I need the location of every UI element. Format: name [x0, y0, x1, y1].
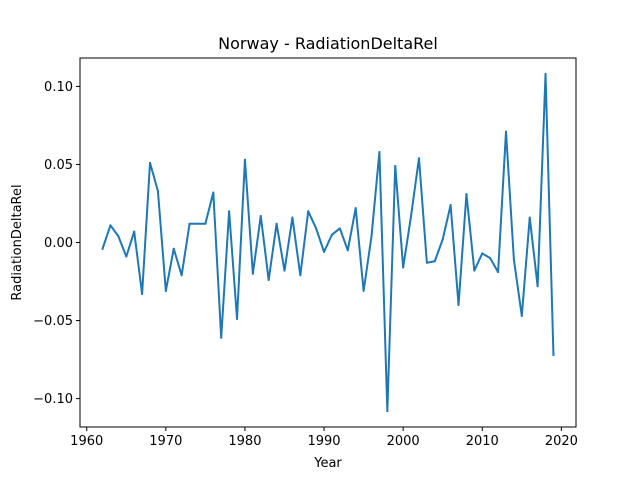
- data-point: [489, 257, 492, 260]
- data-point: [338, 227, 341, 230]
- data-point: [125, 255, 128, 258]
- y-tick-label: −0.10: [33, 392, 73, 407]
- x-tick-label: 2000: [387, 434, 420, 449]
- data-point: [283, 269, 286, 272]
- data-points: [101, 72, 555, 413]
- data-point: [149, 161, 152, 164]
- data-point: [520, 314, 523, 317]
- data-point: [497, 271, 500, 274]
- data-point: [291, 216, 294, 219]
- data-point: [109, 224, 112, 227]
- data-point: [267, 278, 270, 281]
- data-point: [433, 260, 436, 263]
- data-point: [481, 252, 484, 255]
- data-point: [172, 247, 175, 250]
- y-tick-label: 0.05: [44, 158, 73, 173]
- x-tick-label: 1990: [307, 434, 340, 449]
- data-point: [220, 336, 223, 339]
- data-point: [536, 285, 539, 288]
- y-tick-label: −0.05: [33, 314, 73, 329]
- data-point: [101, 247, 104, 250]
- data-point: [141, 293, 144, 296]
- y-tick-label: 0.00: [44, 236, 73, 251]
- data-point: [465, 193, 468, 196]
- axes-frame: [79, 57, 577, 428]
- data-point: [212, 191, 215, 194]
- data-point: [228, 210, 231, 213]
- data-point: [449, 204, 452, 207]
- data-point: [528, 216, 531, 219]
- data-point: [133, 230, 136, 233]
- data-point: [259, 214, 262, 217]
- x-tick-label: 1960: [70, 434, 103, 449]
- x-tick-label: 1980: [228, 434, 261, 449]
- x-axis-ticks: 1960 1970 1980 1990 2000 2010 2020: [70, 427, 578, 449]
- x-tick-label: 2010: [466, 434, 499, 449]
- data-point: [330, 233, 333, 236]
- data-point: [180, 274, 183, 277]
- data-point: [473, 269, 476, 272]
- x-tick-label: 1970: [149, 434, 182, 449]
- data-point: [188, 222, 191, 225]
- data-point: [512, 258, 515, 261]
- data-point: [417, 157, 420, 160]
- data-point: [299, 274, 302, 277]
- data-point: [196, 222, 199, 225]
- series-line: [101, 72, 555, 413]
- data-point: [307, 210, 310, 213]
- data-point: [346, 249, 349, 252]
- data-point: [236, 317, 239, 320]
- chart-title: Norway - RadiationDeltaRel: [218, 34, 438, 53]
- y-axis-label: RadiationDeltaRel: [10, 184, 25, 300]
- data-point: [164, 289, 167, 292]
- data-point: [410, 214, 413, 217]
- data-point: [323, 250, 326, 253]
- data-point: [243, 158, 246, 161]
- data-point: [204, 222, 207, 225]
- data-point: [441, 238, 444, 241]
- data-point: [425, 261, 428, 264]
- y-axis-ticks: −0.10 −0.05 0.00 0.05 0.10: [33, 80, 80, 407]
- data-point: [394, 165, 397, 168]
- data-point: [370, 235, 373, 238]
- data-point: [386, 410, 389, 413]
- data-point: [315, 227, 318, 230]
- data-point: [354, 207, 357, 210]
- x-axis-label: Year: [313, 456, 342, 471]
- y-tick-label: 0.10: [44, 80, 73, 95]
- data-point: [552, 353, 555, 356]
- data-point: [117, 235, 120, 238]
- data-point: [378, 150, 381, 153]
- data-point: [362, 289, 365, 292]
- x-tick-label: 2020: [545, 434, 578, 449]
- data-point: [251, 272, 254, 275]
- data-point: [275, 222, 278, 225]
- data-point: [544, 72, 547, 75]
- data-point: [402, 266, 405, 269]
- data-point: [457, 303, 460, 306]
- data-point: [156, 189, 159, 192]
- data-point: [504, 130, 507, 133]
